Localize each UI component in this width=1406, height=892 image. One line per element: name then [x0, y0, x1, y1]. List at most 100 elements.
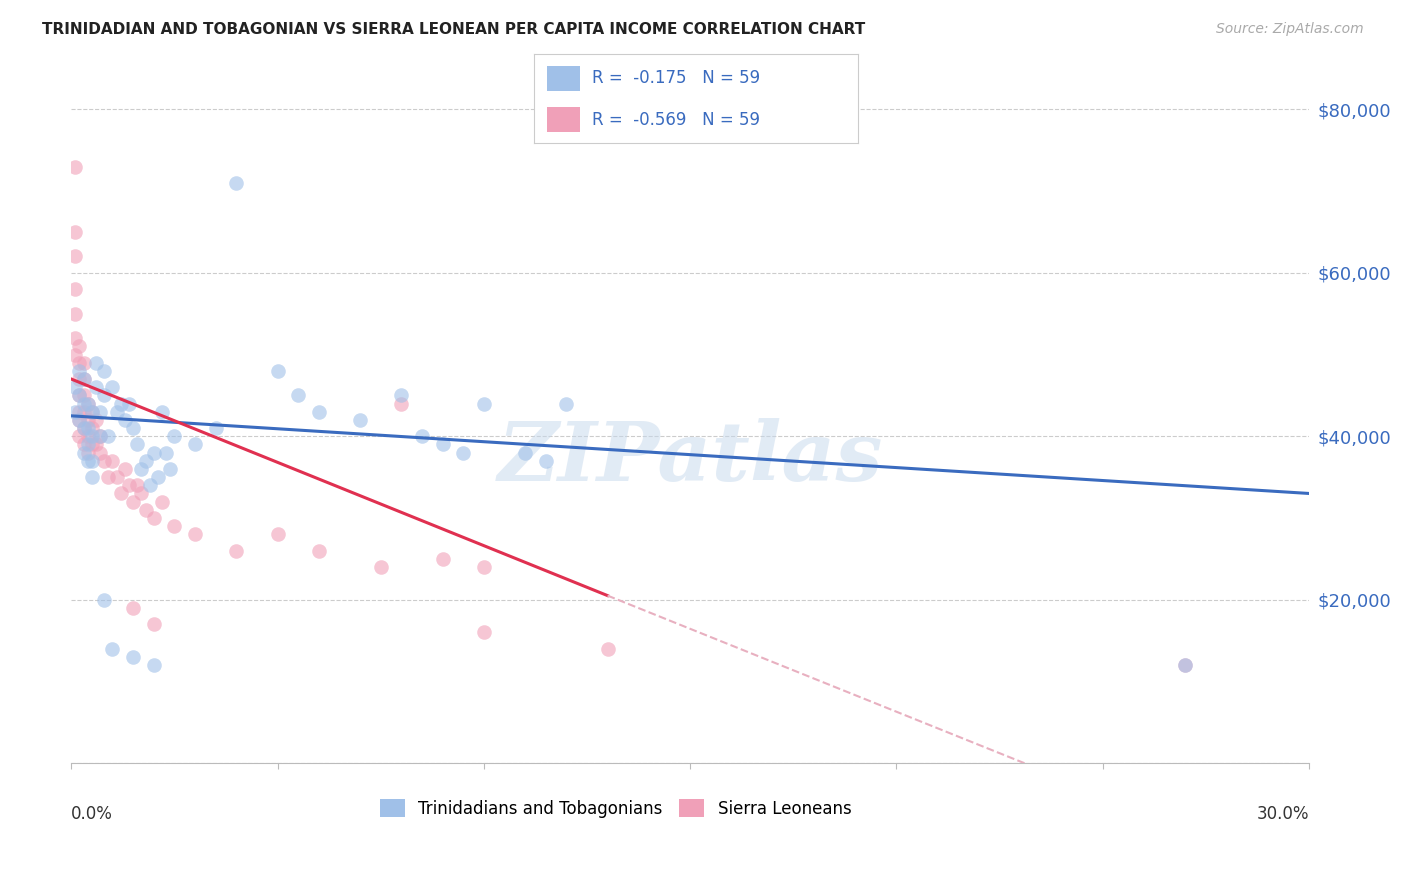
Point: [76, 437, 98, 451]
Point: [225, 176, 247, 190]
Point: [184, 527, 207, 541]
Point: [72, 372, 94, 386]
Point: [118, 396, 141, 410]
Text: ZIPatlas: ZIPatlas: [498, 417, 883, 498]
Text: Source: ZipAtlas.com: Source: ZipAtlas.com: [1216, 22, 1364, 37]
Point: [69, 356, 91, 370]
Point: [84, 413, 107, 427]
Point: [65, 225, 87, 239]
Point: [69, 413, 91, 427]
Point: [72, 388, 94, 402]
Point: [80, 454, 103, 468]
Point: [142, 511, 165, 525]
Point: [101, 380, 124, 394]
Point: [76, 429, 98, 443]
Point: [69, 364, 91, 378]
Point: [131, 486, 153, 500]
Point: [97, 429, 120, 443]
Point: [118, 478, 141, 492]
Point: [89, 429, 111, 443]
Point: [555, 396, 578, 410]
Point: [127, 437, 149, 451]
Point: [122, 649, 145, 664]
Point: [65, 307, 87, 321]
Point: [122, 600, 145, 615]
Point: [163, 429, 186, 443]
Point: [110, 486, 132, 500]
Point: [84, 380, 107, 394]
Point: [142, 658, 165, 673]
Text: R =  -0.175   N = 59: R = -0.175 N = 59: [592, 70, 761, 87]
Point: [69, 339, 91, 353]
Point: [69, 388, 91, 402]
Point: [80, 470, 103, 484]
Point: [80, 405, 103, 419]
Point: [93, 454, 115, 468]
Legend: Trinidadians and Tobagonians, Sierra Leoneans: Trinidadians and Tobagonians, Sierra Leo…: [374, 793, 858, 824]
Point: [122, 494, 145, 508]
Point: [389, 396, 412, 410]
Point: [287, 388, 309, 402]
Point: [142, 445, 165, 459]
Point: [114, 462, 136, 476]
Text: TRINIDADIAN AND TOBAGONIAN VS SIERRA LEONEAN PER CAPITA INCOME CORRELATION CHART: TRINIDADIAN AND TOBAGONIAN VS SIERRA LEO…: [42, 22, 866, 37]
Point: [266, 527, 288, 541]
Point: [114, 413, 136, 427]
Point: [266, 364, 288, 378]
Point: [308, 543, 330, 558]
Point: [65, 380, 87, 394]
Point: [69, 429, 91, 443]
Point: [308, 405, 330, 419]
Point: [184, 437, 207, 451]
Point: [1174, 658, 1197, 673]
Point: [65, 282, 87, 296]
Point: [72, 437, 94, 451]
Point: [65, 160, 87, 174]
Point: [93, 364, 115, 378]
Point: [370, 560, 392, 574]
Bar: [547, 107, 579, 132]
Point: [105, 405, 128, 419]
Point: [72, 396, 94, 410]
Point: [472, 560, 495, 574]
Point: [80, 437, 103, 451]
Point: [84, 356, 107, 370]
Point: [142, 617, 165, 632]
Point: [146, 470, 169, 484]
Point: [69, 413, 91, 427]
Point: [89, 445, 111, 459]
Point: [93, 388, 115, 402]
Point: [69, 388, 91, 402]
Point: [80, 405, 103, 419]
Point: [80, 429, 103, 443]
Point: [163, 519, 186, 533]
Point: [472, 396, 495, 410]
Point: [89, 429, 111, 443]
Point: [432, 437, 454, 451]
Point: [150, 494, 173, 508]
Point: [105, 470, 128, 484]
Point: [204, 421, 226, 435]
Point: [65, 250, 87, 264]
Point: [349, 413, 371, 427]
Point: [101, 641, 124, 656]
Point: [150, 405, 173, 419]
Point: [389, 388, 412, 402]
Point: [1174, 658, 1197, 673]
Point: [101, 454, 124, 468]
Point: [76, 396, 98, 410]
Point: [76, 396, 98, 410]
Text: R =  -0.569   N = 59: R = -0.569 N = 59: [592, 111, 761, 128]
Point: [131, 462, 153, 476]
Point: [69, 372, 91, 386]
Point: [122, 421, 145, 435]
Text: 0.0%: 0.0%: [72, 805, 112, 822]
Point: [69, 405, 91, 419]
Point: [76, 454, 98, 468]
Point: [534, 454, 557, 468]
Point: [93, 592, 115, 607]
Point: [72, 405, 94, 419]
Point: [72, 372, 94, 386]
Point: [134, 503, 156, 517]
Point: [72, 421, 94, 435]
